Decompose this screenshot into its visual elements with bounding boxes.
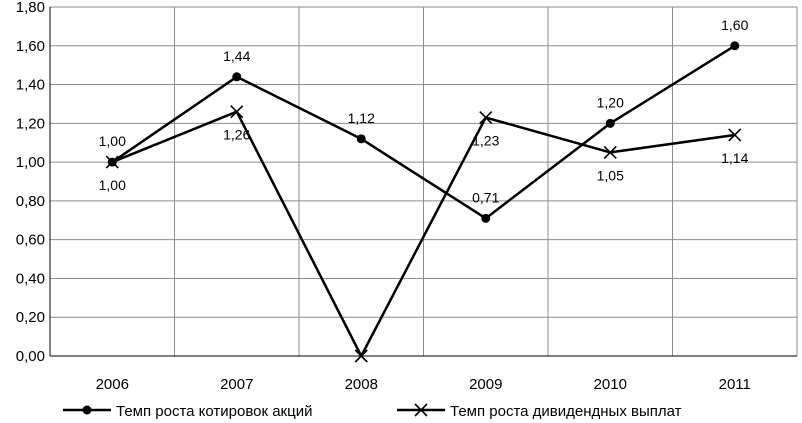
series-group bbox=[105, 41, 742, 363]
data-label: 1,05 bbox=[597, 167, 624, 183]
y-axis: 0,00 0,20 0,40 0,60 0,80 1,00 1,20 1,40 1,60 1,80 bbox=[16, 0, 45, 365]
data-label: 1,23 bbox=[472, 133, 499, 149]
series-line-0 bbox=[111, 44, 736, 220]
legend: Темп роста котировок акций Темп роста ди… bbox=[63, 403, 682, 420]
x-tick-label: 2011 bbox=[719, 376, 751, 393]
x-tick-label: 2009 bbox=[469, 376, 502, 393]
data-point-x bbox=[479, 110, 493, 125]
x-tick-label: 2007 bbox=[220, 376, 253, 393]
data-label: 1,60 bbox=[721, 17, 748, 33]
series-line-1 bbox=[111, 110, 735, 358]
data-label: 1,14 bbox=[721, 150, 748, 166]
y-tick-label: 0,20 bbox=[16, 309, 45, 326]
x-tick-label: 2010 bbox=[594, 376, 627, 393]
legend-label-stock-growth: Темп роста котировок акций bbox=[116, 403, 312, 420]
data-point-x bbox=[354, 349, 368, 363]
y-tick-label: 1,20 bbox=[16, 115, 45, 132]
data-point-x bbox=[603, 145, 617, 159]
grid bbox=[49, 6, 798, 357]
legend-marker-x bbox=[414, 403, 428, 417]
data-point-circle bbox=[232, 72, 242, 82]
data-point-circle bbox=[605, 118, 615, 128]
data-point-x bbox=[105, 155, 119, 169]
y-tick-label: 1,00 bbox=[16, 154, 45, 171]
legend-marker-circle bbox=[82, 405, 92, 415]
y-tick-label: 1,60 bbox=[16, 38, 45, 55]
data-point-x bbox=[728, 128, 742, 142]
x-tick-label: 2008 bbox=[345, 376, 378, 393]
legend-item-dividend-growth: Темп роста дивидендных выплат bbox=[397, 403, 682, 420]
y-tick-label: 0,40 bbox=[16, 270, 45, 287]
y-tick-label: 0,00 bbox=[16, 348, 45, 365]
data-point-circle bbox=[730, 41, 740, 51]
data-point-x bbox=[230, 105, 244, 119]
y-tick-label: 1,80 bbox=[16, 0, 45, 16]
data-label: 1,00 bbox=[99, 133, 126, 149]
x-tick-label: 2006 bbox=[96, 376, 129, 393]
data-label: 0,71 bbox=[472, 189, 499, 205]
x-axis: 2006 2007 2008 2009 2010 2011 bbox=[96, 376, 751, 393]
data-label: 1,20 bbox=[597, 94, 624, 110]
y-tick-label: 0,60 bbox=[16, 232, 45, 249]
legend-label-dividend-growth: Темп роста дивидендных выплат bbox=[450, 403, 682, 420]
data-label: 1,12 bbox=[348, 110, 375, 126]
data-point-circle bbox=[356, 134, 366, 144]
y-tick-label: 1,40 bbox=[16, 77, 45, 94]
data-point-circle bbox=[481, 213, 491, 223]
y-tick-label: 0,80 bbox=[16, 193, 45, 210]
data-labels: 1,00 1,44 1,12 0,71 1,20 1,60 1,00 1,26 1,23 1,05… bbox=[99, 17, 749, 206]
data-label: 1,26 bbox=[223, 127, 250, 143]
data-label: 1,00 bbox=[99, 177, 126, 193]
legend-item-stock-growth: Темп роста котировок акций bbox=[63, 403, 312, 420]
data-label: 1,44 bbox=[223, 48, 250, 64]
